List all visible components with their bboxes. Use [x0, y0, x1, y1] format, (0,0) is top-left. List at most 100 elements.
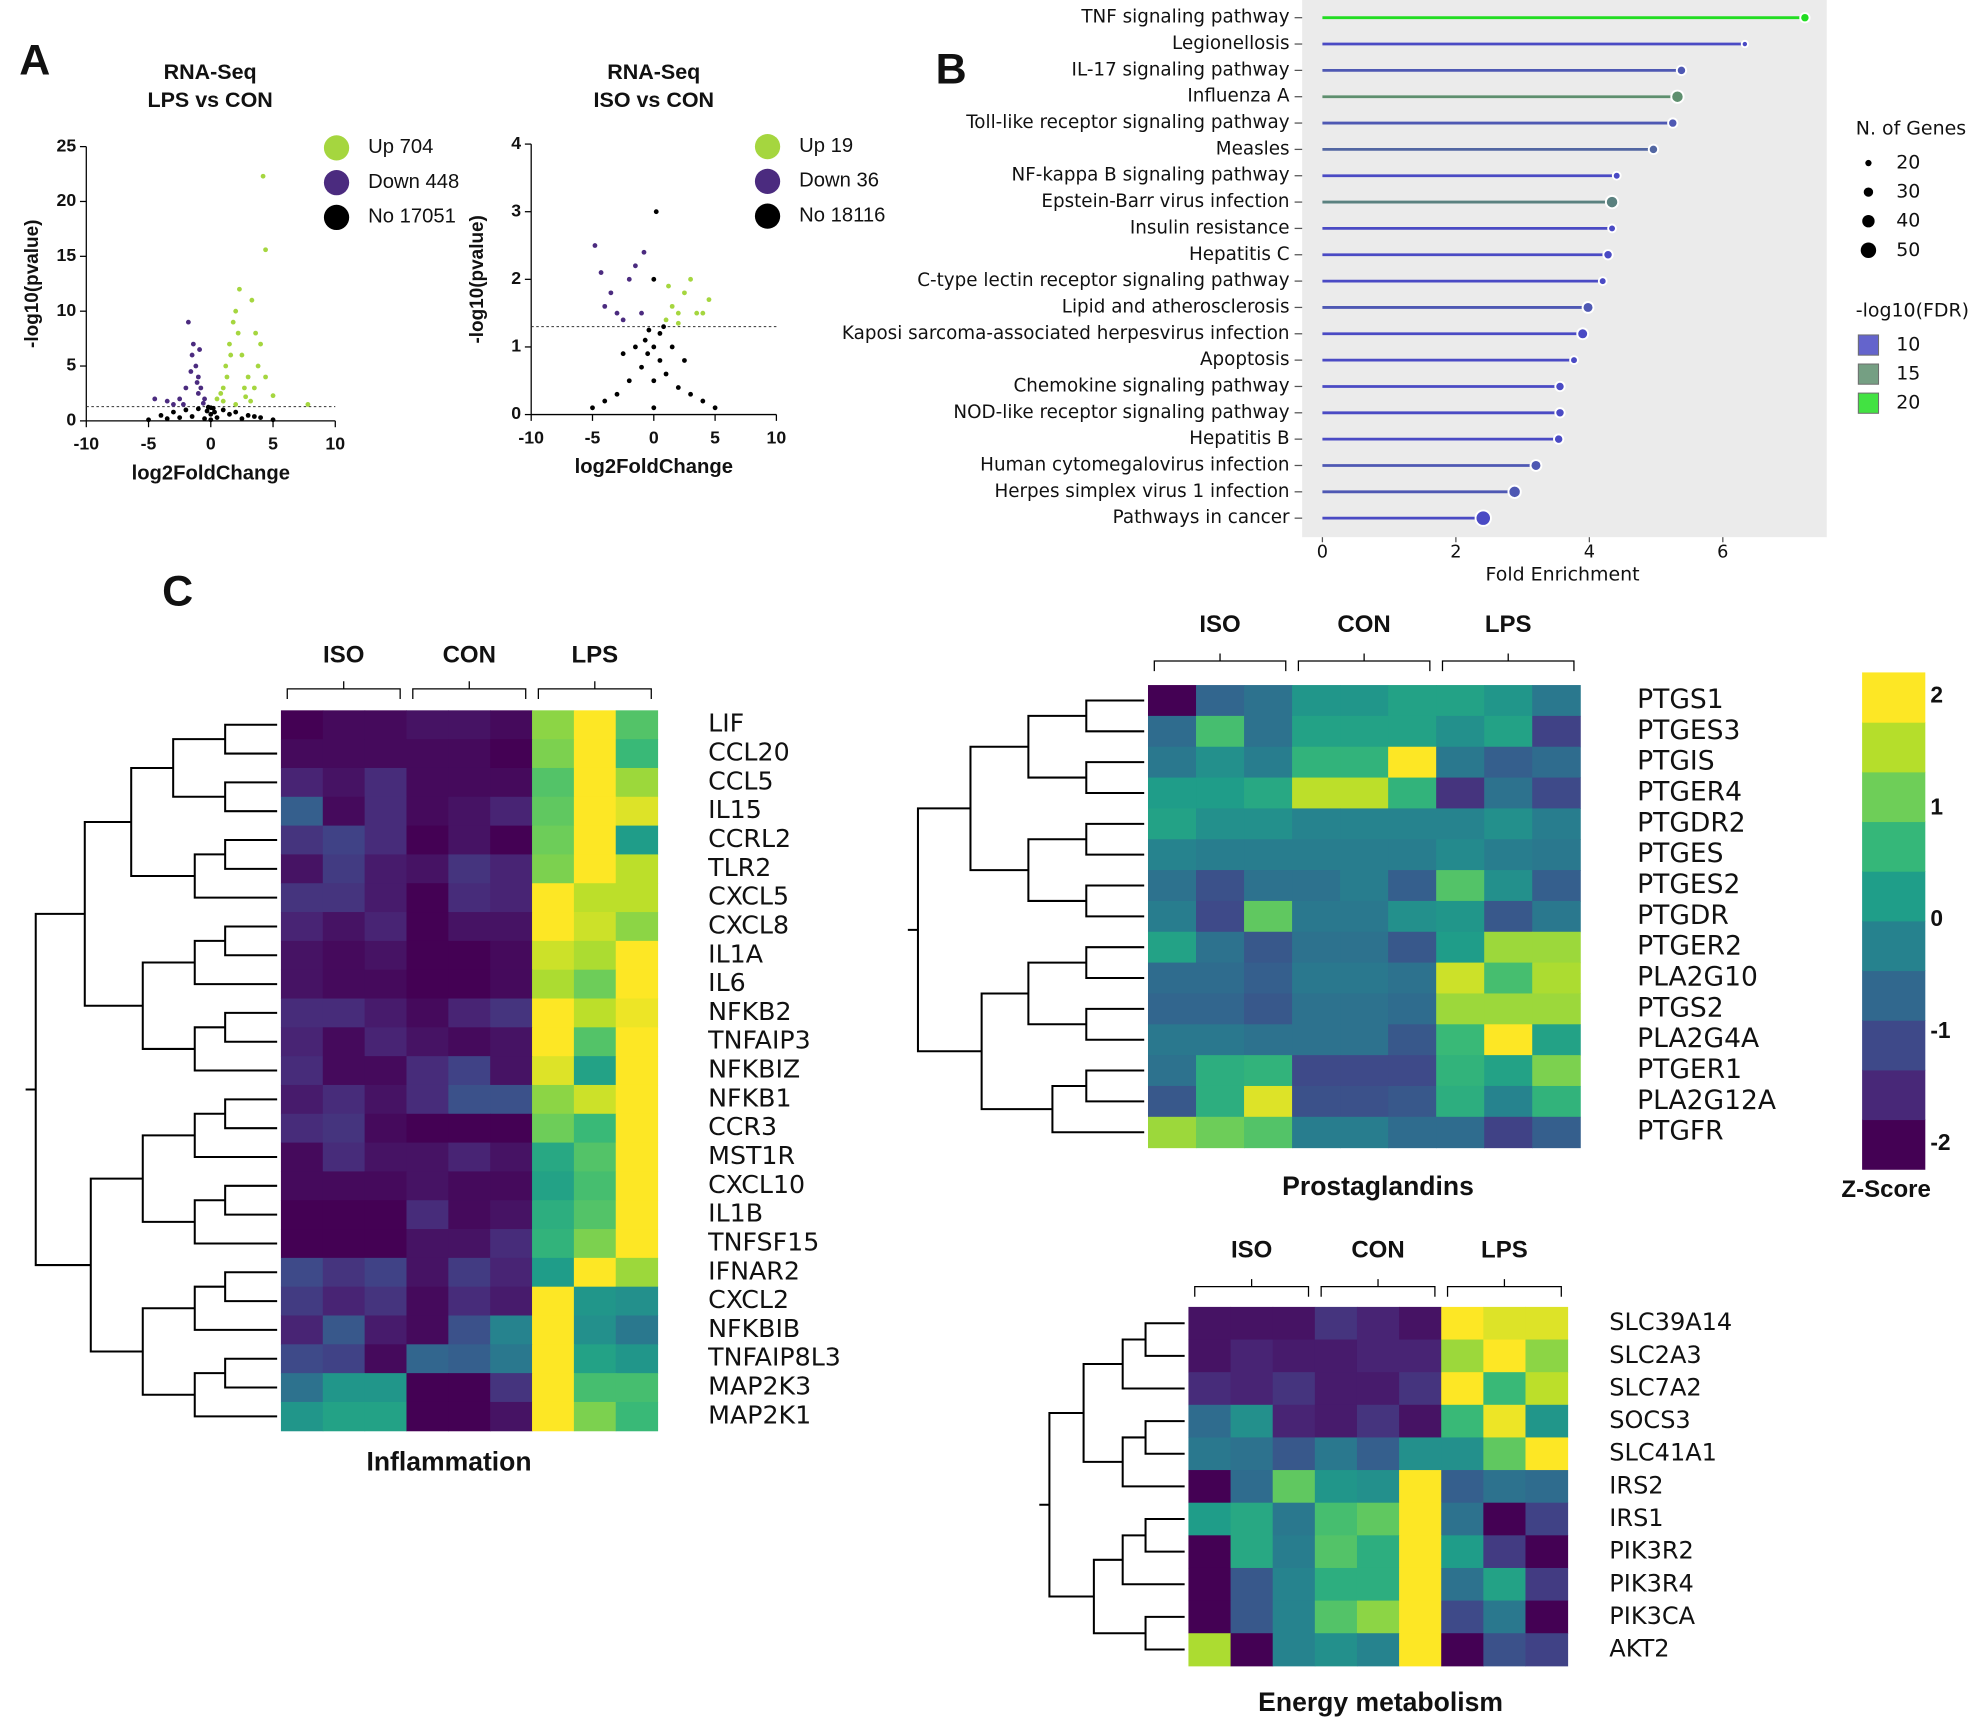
- heat-cell: [1525, 1306, 1569, 1341]
- heat-cell: [1147, 1116, 1197, 1149]
- dot: [1667, 117, 1679, 129]
- heat-cell: [1230, 1470, 1274, 1504]
- heat-cell: [615, 998, 659, 1028]
- row-label: IL6: [708, 968, 746, 997]
- heat-cell: [1292, 962, 1341, 994]
- heat-cell: [490, 710, 533, 740]
- heat-cell: [1196, 870, 1245, 902]
- heat-cell: [448, 1200, 491, 1230]
- point: [202, 396, 207, 402]
- heat-cell: [448, 1373, 491, 1403]
- row-label: IFNAR2: [708, 1256, 800, 1285]
- point: [688, 276, 693, 282]
- heat-cell: [1188, 1306, 1232, 1341]
- heat-cell: [448, 1401, 491, 1432]
- heat-cell: [1188, 1372, 1232, 1406]
- heat-cell: [1272, 1502, 1316, 1536]
- heat-cell: [532, 1084, 575, 1115]
- heat-cell: [1484, 1055, 1533, 1087]
- size-legend-label: 40: [1896, 210, 1920, 232]
- heat-cell: [490, 854, 533, 884]
- heat-cell: [490, 1113, 533, 1144]
- row-label: PTGER4: [1637, 776, 1742, 807]
- heat-cell: [1484, 715, 1533, 748]
- heat-cell: [1340, 808, 1389, 840]
- heat-cell: [1436, 808, 1485, 840]
- dot: [1554, 407, 1566, 419]
- x-tick-label: 0: [1317, 542, 1328, 562]
- heat-cell: [1441, 1633, 1484, 1667]
- category-label: Epstein-Barr virus infection: [1041, 191, 1289, 212]
- heat-cell: [322, 854, 366, 884]
- heat-cell: [1147, 808, 1197, 840]
- heat-cell: [448, 1257, 491, 1288]
- dot: [1607, 223, 1617, 234]
- heat-cell: [364, 1056, 407, 1086]
- heat-cell: [1292, 1055, 1341, 1087]
- heat-cell: [1230, 1502, 1274, 1536]
- y-tick-label: 2: [511, 268, 521, 288]
- size-legend-dot: [1862, 214, 1875, 228]
- heat-cell: [1244, 777, 1293, 809]
- heat-cell: [573, 940, 617, 971]
- point: [602, 303, 608, 309]
- heat-cell: [1441, 1404, 1484, 1438]
- heat-cell: [1272, 1437, 1316, 1471]
- point: [260, 173, 266, 179]
- row-label: SLC39A14: [1609, 1308, 1732, 1336]
- heat-cell: [280, 739, 324, 769]
- color-legend-label: 20: [1896, 392, 1920, 414]
- heat-cell: [1436, 931, 1485, 964]
- point: [220, 407, 226, 413]
- heat-cell: [1272, 1470, 1316, 1504]
- point: [688, 391, 693, 397]
- point: [208, 411, 214, 417]
- row-label: MST1R: [708, 1141, 795, 1170]
- heat-cell: [364, 1286, 407, 1317]
- dot: [1581, 301, 1595, 314]
- point: [188, 369, 194, 374]
- heat-cell: [532, 998, 575, 1028]
- point: [666, 283, 671, 289]
- heat-cell: [448, 912, 491, 942]
- heat-cell: [1525, 1600, 1569, 1634]
- point: [208, 417, 214, 423]
- point: [639, 310, 644, 316]
- heat-cell: [1436, 839, 1485, 871]
- heat-cell: [1196, 1085, 1245, 1118]
- row-label: PTGDR2: [1637, 807, 1746, 838]
- heat-cell: [1340, 1116, 1389, 1149]
- heat-cell: [1525, 1567, 1569, 1602]
- size-legend-label: 50: [1896, 239, 1920, 261]
- group-bracket: [537, 681, 652, 699]
- heat-cell: [1196, 993, 1245, 1025]
- heat-cell: [1483, 1404, 1526, 1438]
- heat-cell: [1441, 1470, 1484, 1504]
- heat-cell: [1230, 1567, 1274, 1602]
- heat-cell: [364, 710, 407, 740]
- point: [620, 317, 626, 323]
- heat-cell: [1484, 870, 1533, 902]
- heat-cell: [573, 1401, 617, 1432]
- heat-cell: [1484, 1116, 1533, 1149]
- heat-cell: [1484, 685, 1533, 717]
- heat-cell: [1314, 1306, 1358, 1341]
- heat-cell: [1340, 746, 1389, 779]
- heat-cell: [490, 940, 533, 971]
- heat-cell: [448, 940, 491, 971]
- point: [592, 243, 598, 248]
- heat-cell: [1196, 808, 1245, 840]
- point: [614, 391, 620, 397]
- row-label: PTGS1: [1637, 684, 1724, 715]
- point: [204, 408, 210, 414]
- heat-cell: [1483, 1502, 1526, 1536]
- heat-cell: [1244, 962, 1293, 994]
- point: [205, 404, 211, 410]
- colorbar-band: [1862, 871, 1926, 922]
- point: [675, 385, 681, 390]
- heat-cell: [1483, 1567, 1526, 1602]
- heat-cell: [322, 1027, 366, 1057]
- dot: [1647, 143, 1660, 156]
- dot: [1553, 433, 1565, 445]
- heat-cell: [1356, 1339, 1400, 1373]
